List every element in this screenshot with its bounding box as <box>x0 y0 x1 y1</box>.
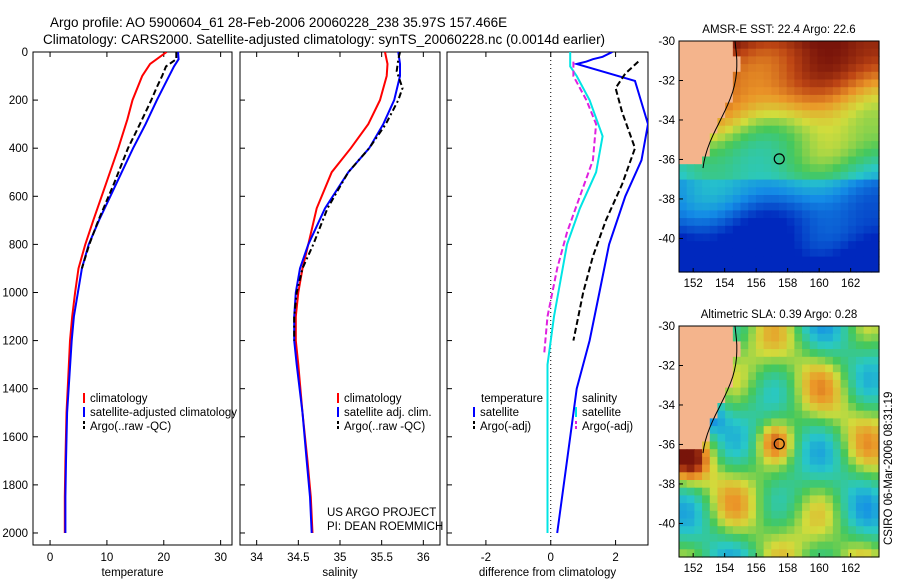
difference-panel: -2 0 2 difference from climatology temperatu… <box>446 51 649 579</box>
difference-legend: temperature salinity satellite Argo(-adj) sa… <box>473 393 633 433</box>
legend-temp-satellite-label: satellite <box>480 407 519 419</box>
sst-xtick-label: 160 <box>810 278 829 290</box>
temperature-ytick-label: 1600 <box>2 432 28 444</box>
temperature-ytick-label: 600 <box>9 191 28 203</box>
sst-xtick-label: 162 <box>841 278 860 290</box>
temperature-ytick-label: 800 <box>9 239 28 251</box>
salinity-axes-box <box>239 51 441 546</box>
salinity-series-satellite-adj-clim- <box>293 52 401 534</box>
sst-ytick-label: -34 <box>658 115 675 127</box>
title-line1: Argo profile: AO 5900604_61 28-Feb-2006 … <box>50 15 507 30</box>
temperature-ytick-label: 2000 <box>2 528 28 540</box>
salinity-xtick-label: 35 <box>334 552 347 564</box>
sla-title: Altimetric SLA: 0.39 Argo: 0.28 <box>701 309 858 321</box>
temperature-ytick-label: 0 <box>22 47 28 59</box>
difference-series-salinity-satellite <box>546 52 604 533</box>
salinity-legend: climatology satellite adj. clim. Argo(..ra… <box>337 393 432 433</box>
sst-ytick-label: -38 <box>658 194 675 206</box>
temperature-xlabel: temperature <box>101 567 163 579</box>
temperature-xtick-label: 0 <box>47 552 53 564</box>
sst-ytick-label: -40 <box>658 233 675 245</box>
temperature-ytick-label: 1200 <box>2 336 28 348</box>
legend-title-salinity: salinity <box>582 393 617 405</box>
temperature-xtick-label: 20 <box>157 552 170 564</box>
legend-argo-label: Argo(..raw -QC) <box>90 421 171 433</box>
sst-float-marker <box>773 153 785 165</box>
legend-argo-label: Argo(..raw -QC) <box>344 421 425 433</box>
sst-field <box>679 41 880 273</box>
sst-xtick-label: 152 <box>684 278 703 290</box>
sla-ytick-label: -32 <box>658 360 675 372</box>
sst-frame <box>678 40 880 273</box>
sst-ytick-label: -32 <box>658 75 675 87</box>
temperature-series-argo-raw-qc- <box>80 52 178 269</box>
sla-xtick-label: 154 <box>715 563 735 575</box>
difference-xtick-label: 0 <box>548 552 554 564</box>
temperature-xtick-label: 30 <box>214 552 227 564</box>
sla-ytick-label: -40 <box>658 518 675 530</box>
salinity-xlabel: salinity <box>322 567 357 579</box>
legend-satellite-adjusted-label: satellite-adjusted climatology <box>90 407 237 419</box>
sla-xtick-label: 160 <box>810 563 829 575</box>
sst-title: AMSR-E SST: 22.4 Argo: 22.6 <box>702 24 855 36</box>
salinity-series-argo-raw-qc- <box>293 52 404 341</box>
sst-map: 152 154 156 158 160 162 -30 -32 -34 -36 -38 -40 AMSR… <box>658 24 880 290</box>
sla-frame <box>678 325 880 558</box>
salinity-xtick-label: 34.5 <box>287 552 309 564</box>
sla-ytick-label: -38 <box>658 479 675 491</box>
temperature-xtick-label: 10 <box>101 552 114 564</box>
sst-xtick-label: 158 <box>778 278 797 290</box>
legend-satellite-adj-label: satellite adj. clim. <box>344 407 432 419</box>
side-timestamp-label: CSIRO 06-Mar-2006 08:31:19 <box>883 392 895 545</box>
difference-series-salinity-argo-adj- <box>543 61 598 353</box>
sla-xtick-label: 156 <box>747 563 766 575</box>
temperature-ytick-label: 1400 <box>2 384 28 396</box>
temperature-ytick-label: 1800 <box>2 480 28 492</box>
legend-sal-satellite-label: satellite <box>582 407 621 419</box>
sst-xtick-label: 154 <box>715 278 735 290</box>
difference-xtick-label: 2 <box>612 552 618 564</box>
sst-xtick-label: 156 <box>747 278 766 290</box>
difference-xlabel: difference from climatology <box>479 567 616 579</box>
difference-series-temperature-argo-adj- <box>572 60 639 341</box>
sla-float-marker <box>773 438 785 450</box>
sla-xtick-label: 152 <box>684 563 703 575</box>
project-label: US ARGO PROJECT <box>327 507 436 519</box>
legend-climatology-label: climatology <box>90 393 148 405</box>
salinity-xtick-label: 36 <box>417 552 430 564</box>
salinity-xtick-label: 34 <box>250 552 263 564</box>
legend-sal-argo-label: Argo(-adj) <box>582 421 633 433</box>
sla-ytick-label: -30 <box>658 321 675 333</box>
legend-title-temperature: temperature <box>481 393 543 405</box>
pi-label: PI: DEAN ROEMMICH <box>327 521 443 533</box>
salinity-xtick-label: 35.5 <box>370 552 392 564</box>
sla-xtick-label: 162 <box>841 563 860 575</box>
difference-series-temperature-satellite <box>556 52 648 534</box>
sst-coastline <box>702 40 738 169</box>
sla-field <box>679 326 880 558</box>
difference-xtick-label: -2 <box>481 552 491 564</box>
temperature-ytick-label: 200 <box>9 95 28 107</box>
temperature-ytick-label: 1000 <box>2 287 28 299</box>
legend-climatology-label: climatology <box>344 393 402 405</box>
sla-xtick-label: 158 <box>778 563 797 575</box>
temperature-ytick-label: 400 <box>9 143 28 155</box>
sst-ytick-label: -30 <box>658 36 675 48</box>
sst-ytick-label: -36 <box>658 154 675 166</box>
sla-ytick-label: -36 <box>658 439 675 451</box>
sla-ytick-label: -34 <box>658 400 675 412</box>
temperature-legend: climatology satellite-adjusted climatolog… <box>83 393 237 433</box>
salinity-panel: 34 34.5 35 35.5 36 salinity climatology satelli… <box>239 51 443 579</box>
legend-temp-argo-label: Argo(-adj) <box>480 421 531 433</box>
sla-map: 152 154 156 158 160 162 -30 -32 -34 -36 -38 -40 Alti… <box>658 309 880 575</box>
temperature-series-satellite-adjusted-climatology <box>64 52 180 533</box>
sla-coastline <box>702 325 738 454</box>
temperature-panel: 0 10 20 30 0 200 400 600 800 1000 1200 1400 1600 1800… <box>2 47 237 579</box>
temperature-axes-box <box>32 51 233 546</box>
title-line2: Climatology: CARS2000. Satellite-adjuste… <box>43 32 605 47</box>
